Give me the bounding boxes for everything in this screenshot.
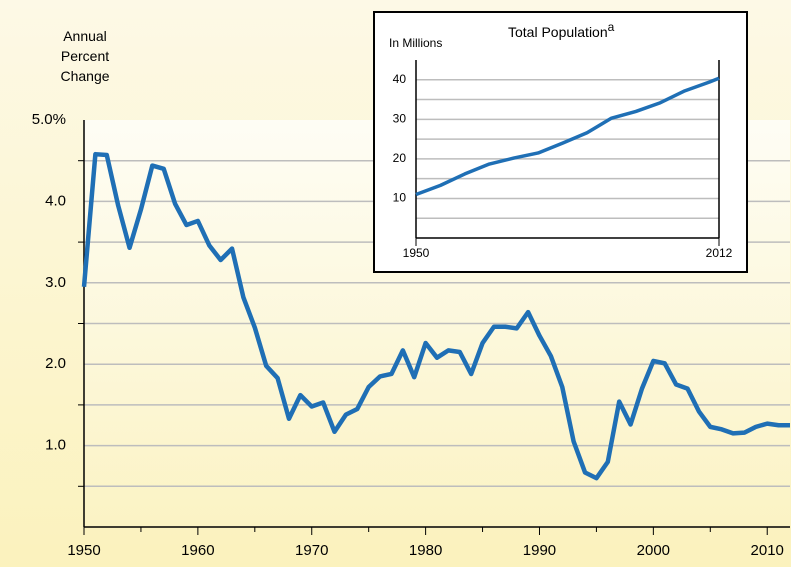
y-tick-label: 30 [393,112,407,126]
y-tick-label: 2.0 [45,355,66,372]
y-axis-label: In Millions [389,36,442,50]
x-tick-label: 1960 [181,542,214,559]
x-tick-label: 1950 [67,542,100,559]
x-tick-label: 1970 [295,542,328,559]
x-tick-label: 1980 [409,542,442,559]
inset-frame [373,11,748,273]
x-tick-label: 1950 [403,246,430,260]
series-line [81,151,790,481]
x-tick-label: 1990 [523,542,556,559]
y-tick-label: 3.0 [45,274,66,291]
x-tick-label: 2012 [706,246,733,260]
y-tick-label: 5.0% [32,111,66,128]
y-axis-label: Annual Percent Change [60,28,110,84]
y-tick-label: 20 [393,151,407,165]
y-tick-label: 40 [393,72,407,86]
y-tick-label: 10 [393,191,407,205]
title-text: Total Population [508,24,608,40]
x-tick-label: 2010 [751,542,784,559]
y-tick-label: 1.0 [45,437,66,454]
series-line [415,76,720,197]
y-tick-label: 4.0 [45,192,66,209]
title-superscript: a [608,20,615,34]
x-tick-label: 2000 [637,542,670,559]
inset-title: Total Populationa [508,20,615,40]
